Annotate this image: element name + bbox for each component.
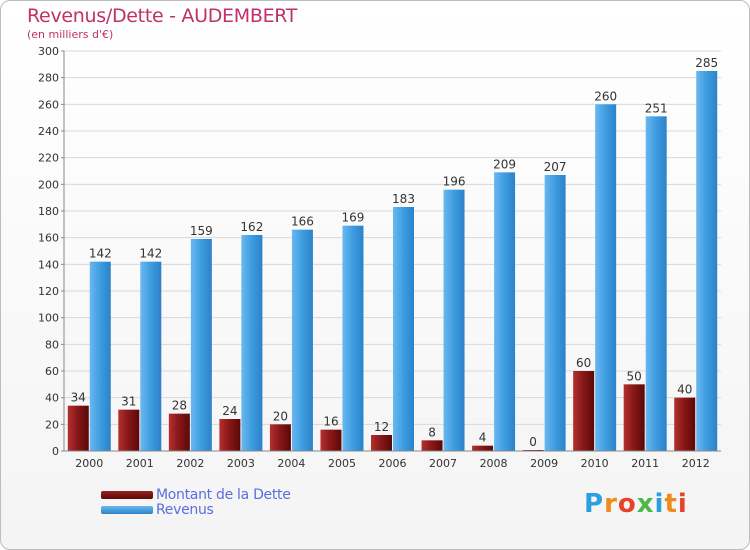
debt-bar: [573, 371, 595, 451]
revenue-bar: [342, 225, 364, 451]
debt-bar: [118, 409, 140, 451]
debt-value-label: 60: [576, 356, 591, 370]
debt-value-label: 24: [222, 404, 237, 418]
revenue-value-label: 159: [190, 224, 213, 238]
revenue-bar: [696, 71, 718, 451]
x-tick-label: 2005: [328, 457, 356, 470]
debt-value-label: 12: [374, 420, 389, 434]
debt-value-label: 8: [428, 425, 436, 439]
legend-label-debt: Montant de la Dette: [156, 487, 291, 503]
debt-value-label: 31: [121, 395, 136, 409]
revenue-value-label: 285: [695, 56, 718, 70]
revenue-value-label: 209: [493, 157, 516, 171]
revenue-value-label: 142: [139, 247, 162, 261]
revenue-value-label: 166: [291, 215, 314, 229]
y-tick-label: 280: [38, 72, 59, 85]
x-tick-label: 2002: [176, 457, 204, 470]
revenue-bar: [544, 175, 566, 451]
debt-value-label: 4: [479, 431, 487, 445]
x-tick-label: 2010: [581, 457, 609, 470]
y-tick-label: 120: [38, 285, 59, 298]
debt-bar: [623, 384, 645, 451]
x-tick-label: 2009: [530, 457, 558, 470]
revenue-value-label: 142: [89, 247, 112, 261]
debt-bar: [320, 429, 342, 451]
debt-value-label: 28: [172, 399, 187, 413]
x-tick-label: 2001: [126, 457, 154, 470]
x-tick-label: 2006: [379, 457, 407, 470]
revenue-value-label: 251: [645, 101, 668, 115]
debt-bar: [674, 397, 696, 451]
revenue-bar: [645, 116, 667, 451]
revenue-value-label: 260: [594, 89, 617, 103]
debt-bar: [67, 405, 89, 451]
revenue-bar: [393, 207, 414, 451]
revenue-bar: [291, 229, 313, 451]
revenue-bar: [494, 172, 516, 452]
debt-value-label: 16: [323, 415, 338, 429]
y-tick-label: 80: [45, 338, 59, 351]
y-tick-label: 60: [45, 365, 59, 378]
x-tick-label: 2007: [429, 457, 457, 470]
debt-bar: [168, 413, 190, 451]
y-tick-label: 300: [38, 45, 59, 58]
proxiti-logo: Proxiti: [584, 489, 688, 519]
y-tick-label: 260: [38, 98, 59, 111]
debt-bar: [219, 419, 241, 451]
debt-bar: [472, 445, 494, 451]
revenue-bar: [190, 239, 212, 451]
chart-subtitle: (en milliers d'€): [27, 28, 114, 41]
debt-bar: [269, 424, 291, 451]
revenue-bar: [443, 189, 465, 451]
debt-bar: [371, 435, 392, 451]
revenue-value-label: 196: [443, 175, 466, 189]
x-tick-label: 2003: [227, 457, 255, 470]
x-tick-label: 2004: [277, 457, 305, 470]
debt-value-label: 50: [627, 369, 642, 383]
revenue-bar: [595, 104, 617, 451]
revenue-value-label: 183: [392, 192, 415, 206]
revenue-value-label: 169: [342, 211, 365, 225]
chart-title: Revenus/Dette - AUDEMBERT: [27, 5, 298, 27]
y-tick-label: 20: [45, 418, 59, 431]
y-tick-label: 240: [38, 125, 59, 138]
y-tick-label: 160: [38, 232, 59, 245]
y-tick-label: 140: [38, 258, 59, 271]
debt-value-label: 40: [677, 383, 692, 397]
debt-value-label: 20: [273, 409, 288, 423]
x-tick-label: 2011: [631, 457, 659, 470]
legend-swatch-debt: [101, 491, 153, 499]
legend-label-revenue: Revenus: [156, 502, 214, 518]
revenue-value-label: 207: [544, 160, 567, 174]
y-tick-label: 200: [38, 178, 59, 191]
legend-swatch-revenue: [101, 506, 153, 514]
debt-bar: [421, 440, 443, 451]
revenue-value-label: 162: [240, 220, 263, 234]
x-tick-label: 2000: [75, 457, 103, 470]
y-tick-label: 0: [52, 445, 59, 458]
revenue-bar: [89, 261, 111, 451]
y-tick-label: 40: [45, 392, 59, 405]
y-tick-label: 180: [38, 205, 59, 218]
x-tick-label: 2008: [480, 457, 508, 470]
debt-value-label: 0: [529, 435, 537, 449]
y-tick-label: 100: [38, 312, 59, 325]
revenue-bar: [241, 235, 263, 451]
revenue-bar: [140, 261, 162, 451]
debt-value-label: 34: [71, 391, 86, 405]
x-tick-label: 2012: [682, 457, 710, 470]
y-tick-label: 220: [38, 152, 59, 165]
